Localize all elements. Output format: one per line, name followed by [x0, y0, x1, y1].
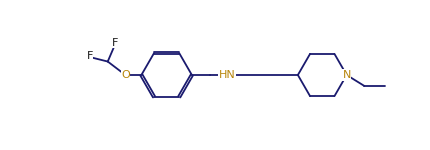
Text: HN: HN — [219, 70, 236, 80]
Text: F: F — [112, 38, 119, 48]
Text: O: O — [121, 70, 130, 80]
Text: N: N — [342, 70, 351, 80]
Text: F: F — [86, 51, 93, 61]
